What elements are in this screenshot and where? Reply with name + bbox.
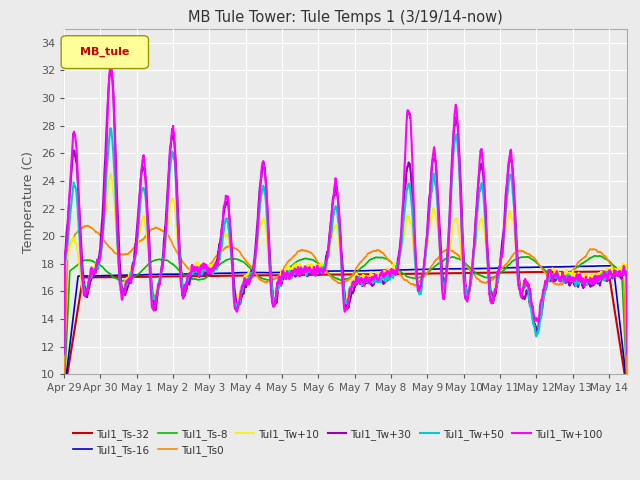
- Text: MB_tule: MB_tule: [80, 47, 129, 57]
- Y-axis label: Temperature (C): Temperature (C): [22, 151, 35, 252]
- Legend: Tul1_Ts-32, Tul1_Ts-16, Tul1_Ts-8, Tul1_Ts0, Tul1_Tw+10, Tul1_Tw+30, Tul1_Tw+50,: Tul1_Ts-32, Tul1_Ts-16, Tul1_Ts-8, Tul1_…: [69, 424, 606, 460]
- Title: MB Tule Tower: Tule Temps 1 (3/19/14-now): MB Tule Tower: Tule Temps 1 (3/19/14-now…: [188, 10, 503, 25]
- FancyBboxPatch shape: [61, 36, 148, 69]
